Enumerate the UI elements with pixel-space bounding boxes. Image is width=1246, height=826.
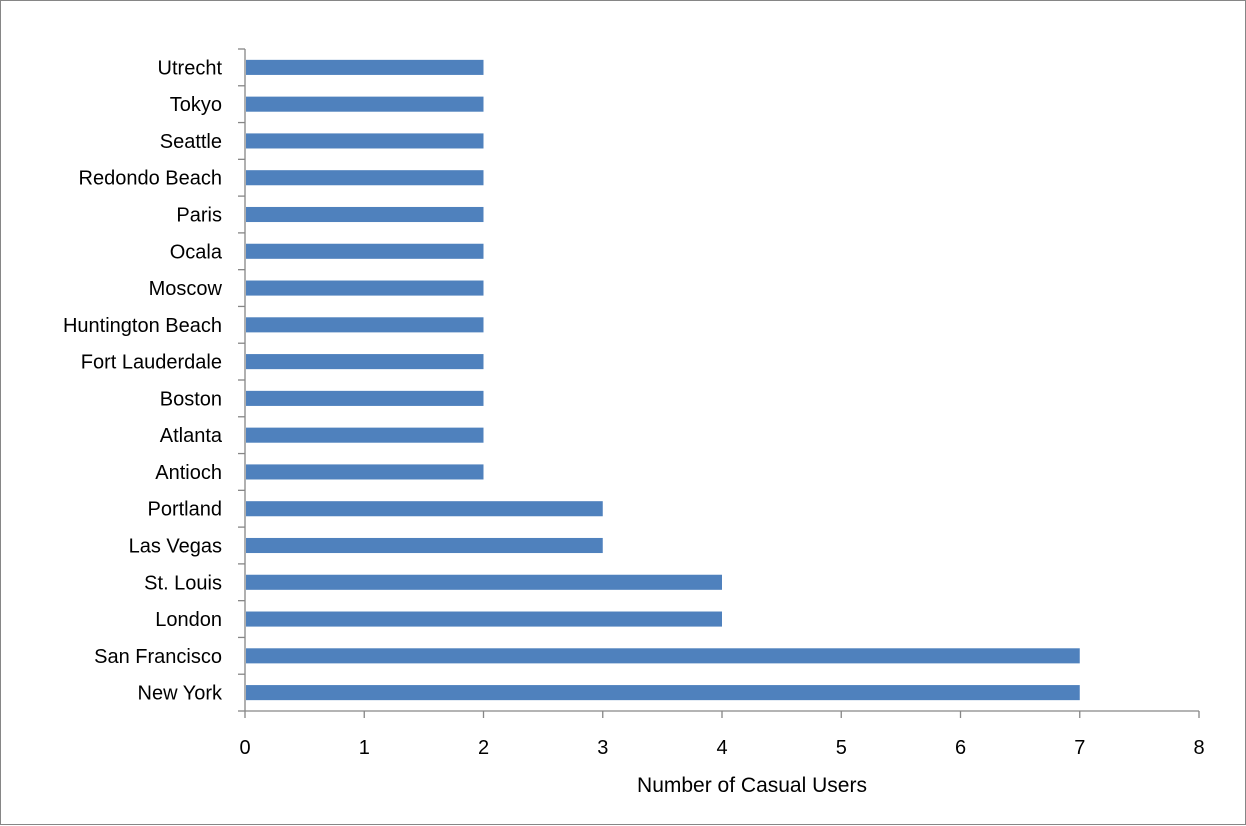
y-tick-label: Antioch [155,462,222,484]
x-tick-label: 2 [478,737,489,759]
bar-tokyo [246,96,484,112]
x-tick-label: 6 [955,737,966,759]
bar-new-york [246,685,1080,701]
x-tick-label: 7 [1074,737,1085,759]
y-tick-label: Huntington Beach [63,315,222,337]
y-tick-label: Boston [160,388,222,410]
x-tick-label: 5 [836,737,847,759]
y-tick-label: London [155,609,222,631]
bar-boston [246,390,484,406]
y-tick-label: Fort Lauderdale [81,352,222,374]
y-tick-label: Utrecht [158,57,223,79]
bar-london [246,611,722,627]
y-axis: New York San Francisco London St. Louis Las … [63,48,246,712]
x-tick-label: 1 [359,737,370,759]
x-tick-label: 8 [1193,737,1204,759]
x-tick-label: 4 [716,737,727,759]
bar-las-vegas [246,537,603,554]
bar-huntington-beach [246,317,484,333]
y-tick-label: St. Louis [144,572,222,594]
bar-redondo-beach [246,170,484,186]
y-tick-label: New York [138,683,223,705]
y-tick-label: Atlanta [160,425,223,447]
bar-antioch [246,464,484,480]
bar-fort-lauderdale [246,354,484,370]
bar-seattle [246,133,484,149]
y-tick-label: Las Vegas [129,536,222,558]
bar-portland [246,501,603,517]
y-tick-label: Moscow [149,278,223,300]
y-tick-label: Redondo Beach [79,168,222,190]
x-axis-title: Number of Casual Users [637,774,867,797]
bar-paris [246,206,484,223]
bar-moscow [246,280,484,296]
y-tick-label: San Francisco [94,646,222,668]
y-tick-label: Ocala [170,241,223,263]
bar-ocala [246,243,484,259]
x-tick-label: 3 [597,737,608,759]
bar-atlanta [246,427,484,443]
y-tick-label: Tokyo [170,94,222,116]
bar-san-francisco [246,648,1080,664]
y-tick-label: Paris [176,205,222,227]
bar-utrecht [246,59,484,75]
x-axis: 0 1 2 3 4 5 6 7 8 [239,710,1205,759]
y-tick-label: Seattle [160,131,222,153]
bar-st-louis [246,574,722,590]
bars-layer [246,59,1080,701]
x-tick-label: 0 [239,737,250,759]
y-tick-label: Portland [148,499,223,521]
